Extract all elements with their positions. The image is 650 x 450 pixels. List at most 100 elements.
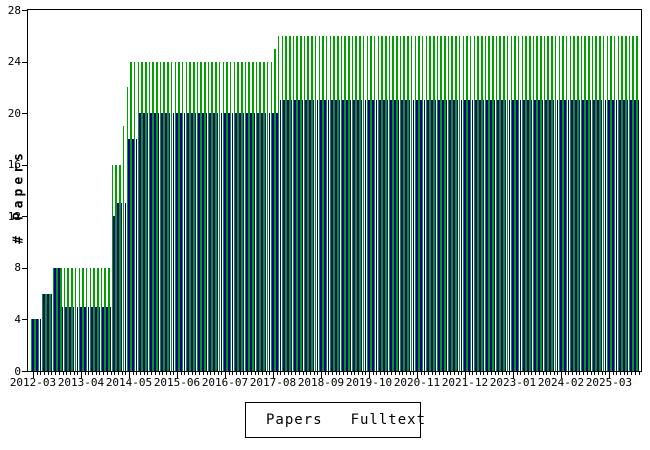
x-tick-minor bbox=[420, 371, 422, 375]
x-tick-minor bbox=[313, 371, 315, 375]
bar-papers bbox=[156, 61, 158, 371]
bar-papers bbox=[602, 35, 605, 371]
bar-fulltext bbox=[449, 100, 452, 371]
y-tick-label: 4 bbox=[14, 312, 21, 326]
bar-papers bbox=[130, 61, 132, 371]
bar-fulltext bbox=[172, 113, 175, 371]
bar-papers bbox=[307, 35, 310, 371]
bar-papers bbox=[399, 35, 402, 371]
bar-papers bbox=[63, 267, 66, 371]
bar-fulltext bbox=[83, 306, 86, 371]
bar-fulltext bbox=[316, 100, 319, 371]
x-tick-minor bbox=[483, 371, 485, 375]
bar-fulltext bbox=[279, 100, 282, 371]
x-tick-minor bbox=[162, 371, 164, 375]
x-tick-minor bbox=[638, 371, 640, 375]
bar-papers bbox=[366, 35, 369, 371]
x-tick-minor bbox=[95, 371, 97, 375]
x-tick-minor bbox=[332, 371, 334, 375]
x-tick-major bbox=[513, 371, 514, 378]
bar-fulltext bbox=[294, 100, 296, 371]
legend-label-fulltext: Fulltext bbox=[350, 412, 427, 428]
x-tick-minor bbox=[572, 371, 574, 375]
bar-fulltext bbox=[434, 100, 437, 371]
bar-fulltext bbox=[567, 100, 570, 371]
x-tick-major bbox=[465, 371, 466, 378]
x-tick-minor bbox=[165, 371, 167, 375]
bar-papers bbox=[170, 61, 173, 371]
bar-fulltext bbox=[161, 113, 164, 371]
x-tick-minor bbox=[391, 371, 393, 375]
x-tick-minor bbox=[309, 371, 311, 375]
x-tick-minor bbox=[461, 371, 463, 375]
bar-fulltext bbox=[578, 100, 581, 371]
x-tick-minor bbox=[169, 371, 171, 375]
bar-fulltext bbox=[597, 100, 599, 371]
bar-fulltext bbox=[626, 100, 629, 371]
bar-fulltext bbox=[194, 113, 197, 371]
x-tick-minor bbox=[110, 371, 112, 375]
y-tick-label: 24 bbox=[7, 55, 21, 69]
bar-papers bbox=[277, 35, 280, 371]
x-tick-minor bbox=[631, 371, 633, 375]
legend: Papers Fulltext bbox=[245, 402, 425, 438]
x-tick-label: 2016-07 bbox=[201, 376, 249, 389]
bar-fulltext bbox=[298, 100, 300, 371]
x-tick-minor bbox=[372, 371, 374, 375]
bar-papers bbox=[144, 61, 147, 371]
bar-papers bbox=[322, 35, 324, 371]
x-tick-label: 2025-03 bbox=[585, 376, 633, 389]
bar-papers bbox=[573, 35, 575, 371]
x-tick-label: 2013-04 bbox=[57, 376, 105, 389]
bar-papers bbox=[562, 35, 564, 371]
bar-papers bbox=[285, 35, 287, 371]
x-tick-minor bbox=[191, 371, 193, 375]
bar-papers bbox=[495, 35, 498, 371]
bar-fulltext bbox=[501, 100, 503, 371]
bar-fulltext bbox=[619, 100, 621, 371]
x-tick-minor bbox=[516, 371, 518, 375]
bar-papers bbox=[355, 35, 358, 371]
x-tick-minor bbox=[236, 371, 238, 375]
bar-papers bbox=[477, 35, 479, 371]
bar-papers bbox=[74, 267, 77, 371]
x-tick-minor bbox=[520, 371, 522, 375]
bar-fulltext bbox=[346, 100, 348, 371]
bar-fulltext bbox=[39, 319, 42, 371]
bar-fulltext bbox=[508, 100, 511, 371]
bar-fulltext bbox=[91, 306, 93, 371]
bar-fulltext bbox=[50, 293, 53, 371]
bar-papers bbox=[388, 35, 391, 371]
x-tick-minor bbox=[147, 371, 149, 375]
bar-papers bbox=[436, 35, 439, 371]
x-tick-major bbox=[225, 371, 226, 378]
x-tick-minor bbox=[524, 371, 526, 375]
bar-papers bbox=[591, 35, 594, 371]
bar-papers bbox=[636, 35, 638, 371]
x-tick-minor bbox=[317, 371, 319, 375]
x-tick-minor bbox=[387, 371, 389, 375]
bar-papers bbox=[466, 35, 468, 371]
bar-fulltext bbox=[427, 100, 429, 371]
bar-papers bbox=[104, 267, 106, 371]
x-tick-label: 2021-12 bbox=[441, 376, 489, 389]
x-tick-minor bbox=[479, 371, 481, 375]
bar-fulltext bbox=[405, 100, 407, 371]
bar-papers bbox=[458, 35, 461, 371]
x-tick-major bbox=[321, 371, 322, 378]
x-tick-minor bbox=[55, 371, 57, 375]
bar-fulltext bbox=[453, 100, 455, 371]
bar-papers bbox=[263, 61, 265, 371]
bar-fulltext bbox=[224, 113, 226, 371]
x-tick-minor bbox=[350, 371, 352, 375]
bar-papers bbox=[517, 35, 520, 371]
x-tick-minor bbox=[228, 371, 230, 375]
bar-fulltext bbox=[541, 100, 544, 371]
bar-papers bbox=[60, 267, 62, 371]
x-tick-minor bbox=[380, 371, 382, 375]
bar-papers bbox=[514, 35, 516, 371]
bar-fulltext bbox=[464, 100, 466, 371]
x-tick-minor bbox=[335, 371, 337, 375]
x-tick-minor bbox=[612, 371, 614, 375]
bar-fulltext bbox=[586, 100, 588, 371]
